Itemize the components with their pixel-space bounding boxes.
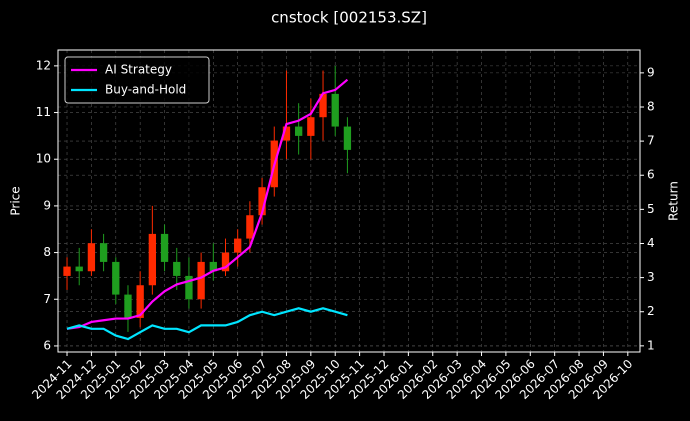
candle-body (221, 252, 230, 272)
legend-label: Buy-and-Hold (105, 83, 186, 97)
y-tick-label: 7 (43, 292, 51, 306)
candle-body (209, 261, 217, 272)
candle-body (331, 93, 339, 127)
candle-body (148, 233, 157, 286)
candle-body (258, 187, 266, 216)
y2-tick-label: 7 (647, 134, 655, 148)
candle-body (63, 266, 71, 276)
y2-tick-label: 8 (647, 99, 655, 113)
y2-tick-label: 1 (647, 338, 655, 352)
y-axis-label: Price (9, 186, 23, 215)
y2-tick-label: 6 (647, 168, 655, 182)
y-tick-label: 11 (36, 105, 51, 119)
y-tick-label: 6 (43, 338, 51, 352)
chart-title: cnstock [002153.SZ] (271, 9, 427, 27)
y2-tick-label: 9 (647, 65, 655, 79)
candle-body (319, 93, 327, 118)
candle-body (246, 215, 254, 239)
candle-body (75, 266, 83, 272)
y-tick-label: 12 (36, 58, 51, 72)
plot-frame (57, 49, 641, 353)
legend-box (64, 56, 210, 104)
y-tick-label: 9 (43, 198, 51, 212)
candle-body (307, 117, 315, 136)
line-series (66, 307, 348, 341)
line-series (66, 78, 349, 330)
candle-body (136, 285, 144, 318)
y-tick-label: 10 (36, 152, 51, 166)
y2-tick-label: 4 (647, 236, 655, 250)
y2-axis-label: Return (667, 181, 681, 221)
candle-body (185, 275, 193, 300)
candle-body (124, 294, 132, 318)
candle-body (112, 261, 120, 295)
candle-body (173, 261, 181, 276)
candle-body (294, 126, 303, 136)
y2-tick-label: 2 (647, 304, 655, 318)
candle-body (160, 233, 169, 262)
y-tick-label: 8 (43, 245, 51, 259)
y2-tick-label: 5 (647, 202, 655, 216)
candle-body (343, 126, 352, 150)
candle-body (282, 126, 291, 141)
candle-body (99, 243, 108, 262)
candle-body (234, 238, 242, 253)
candle-body (87, 243, 96, 272)
y2-tick-label: 3 (647, 270, 655, 284)
candle-body (197, 261, 205, 300)
legend-label: AI Strategy (105, 63, 172, 77)
